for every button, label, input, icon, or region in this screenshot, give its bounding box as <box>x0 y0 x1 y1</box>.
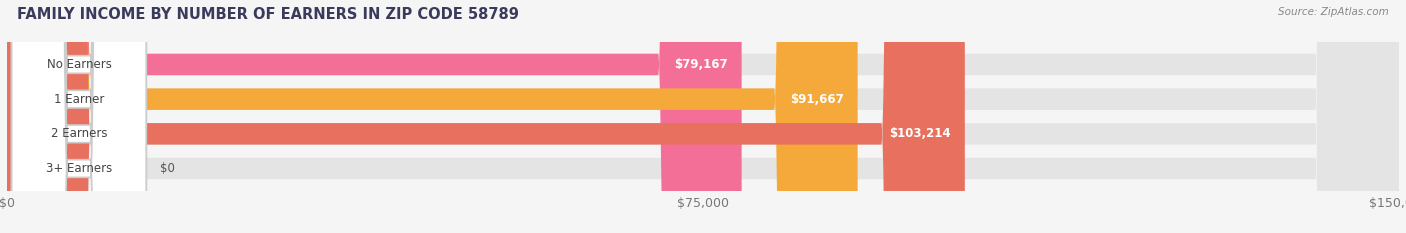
Text: $79,167: $79,167 <box>673 58 728 71</box>
Text: $0: $0 <box>160 162 174 175</box>
Text: FAMILY INCOME BY NUMBER OF EARNERS IN ZIP CODE 58789: FAMILY INCOME BY NUMBER OF EARNERS IN ZI… <box>17 7 519 22</box>
FancyBboxPatch shape <box>11 0 146 233</box>
FancyBboxPatch shape <box>7 0 965 233</box>
FancyBboxPatch shape <box>11 0 146 233</box>
FancyBboxPatch shape <box>7 0 1399 233</box>
FancyBboxPatch shape <box>7 0 1399 233</box>
FancyBboxPatch shape <box>7 0 1399 233</box>
FancyBboxPatch shape <box>7 0 1399 233</box>
Text: 3+ Earners: 3+ Earners <box>46 162 112 175</box>
Text: 2 Earners: 2 Earners <box>51 127 107 140</box>
FancyBboxPatch shape <box>11 0 146 233</box>
Text: $103,214: $103,214 <box>889 127 950 140</box>
FancyBboxPatch shape <box>7 0 858 233</box>
Text: No Earners: No Earners <box>46 58 111 71</box>
FancyBboxPatch shape <box>11 0 146 233</box>
Text: Source: ZipAtlas.com: Source: ZipAtlas.com <box>1278 7 1389 17</box>
Text: 1 Earner: 1 Earner <box>53 93 104 106</box>
FancyBboxPatch shape <box>7 0 742 233</box>
Text: $91,667: $91,667 <box>790 93 844 106</box>
